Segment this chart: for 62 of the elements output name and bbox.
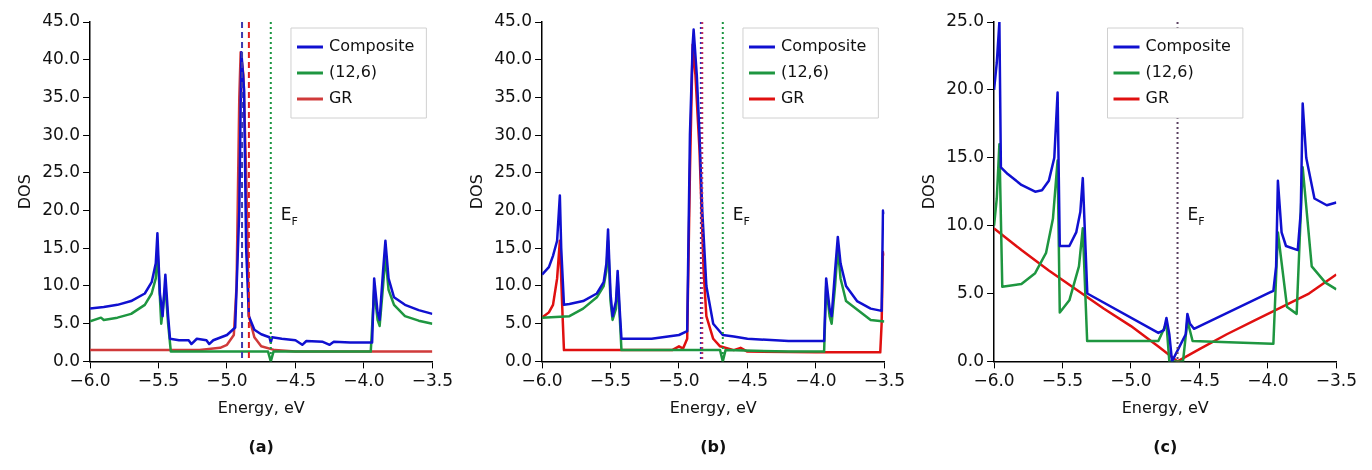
y-tick-label: 10.0	[946, 214, 985, 235]
x-tick-label: −6.0	[973, 370, 1015, 391]
y-tick-label: 45.0	[42, 10, 81, 31]
y-tick-label: 5.0	[957, 281, 985, 302]
x-tick-label: −5.5	[137, 370, 180, 391]
y-tick-label: 45.0	[494, 10, 533, 31]
y-tick-label: 15.0	[946, 146, 985, 167]
legend-label: Composite	[780, 36, 867, 56]
y-tick-label: 25.0	[946, 10, 985, 31]
y-tick-label: 0.0	[505, 349, 533, 370]
y-tick-label: 30.0	[42, 123, 81, 144]
y-tick-label: 30.0	[494, 123, 533, 144]
y-tick-label: 40.0	[494, 48, 533, 69]
legend-label: (12,6)	[1145, 62, 1194, 82]
x-tick-label: −5.0	[206, 370, 248, 391]
y-tick-label: 20.0	[946, 78, 985, 99]
y-tick-label: 35.0	[42, 85, 81, 106]
x-axis-title: Energy, eV	[217, 397, 305, 417]
y-tick-label: 40.0	[42, 48, 81, 69]
x-tick-label: −4.5	[726, 370, 769, 391]
legend-label: Composite	[328, 36, 415, 56]
y-tick-label: 20.0	[42, 198, 81, 219]
x-tick-label: −4.0	[1247, 370, 1289, 391]
y-tick-label: 0.0	[957, 349, 985, 370]
x-tick-label: −5.5	[1041, 370, 1084, 391]
y-tick-label: 25.0	[494, 161, 533, 182]
y-tick-label: 10.0	[494, 274, 533, 295]
text: (b)	[700, 437, 727, 457]
legend-label: (12,6)	[780, 62, 830, 82]
x-tick-label: −4.0	[795, 370, 837, 391]
y-tick-label: 15.0	[494, 236, 533, 257]
x-tick-label: −4.0	[343, 370, 385, 391]
x-tick-label: −3.5	[863, 370, 905, 391]
y-axis-title: DOS	[14, 174, 34, 210]
x-axis-title: Energy, eV	[1121, 397, 1209, 417]
legend-label: (12,6)	[328, 62, 378, 82]
x-axis-title: Energy, eV	[669, 397, 757, 417]
y-tick-label: 35.0	[494, 85, 533, 106]
y-tick-label: 15.0	[42, 236, 81, 257]
x-tick-label: −6.0	[521, 370, 563, 391]
x-tick-label: −5.5	[589, 370, 632, 391]
y-tick-label: 25.0	[42, 161, 81, 182]
y-tick-label: 5.0	[505, 312, 533, 333]
y-tick-label: 5.0	[53, 312, 81, 333]
text: (a)	[248, 437, 274, 457]
legend-label: GR	[780, 88, 805, 108]
text: (c)	[1153, 437, 1178, 457]
x-tick-label: −3.5	[1315, 370, 1357, 391]
y-tick-label: 10.0	[42, 274, 81, 295]
x-tick-label: −3.5	[411, 370, 453, 391]
legend-label: Composite	[1145, 36, 1231, 56]
x-tick-label: −5.0	[658, 370, 700, 391]
x-tick-label: −4.5	[274, 370, 317, 391]
x-tick-label: −6.0	[69, 370, 111, 391]
legend-label: GR	[1145, 88, 1170, 108]
y-axis-title: DOS	[466, 174, 486, 210]
y-tick-label: 0.0	[53, 349, 81, 370]
legend-label: GR	[328, 88, 353, 108]
y-tick-label: 20.0	[494, 198, 533, 219]
x-tick-label: −4.5	[1178, 370, 1221, 391]
y-axis-title: DOS	[918, 174, 938, 210]
x-tick-label: −5.0	[1110, 370, 1152, 391]
